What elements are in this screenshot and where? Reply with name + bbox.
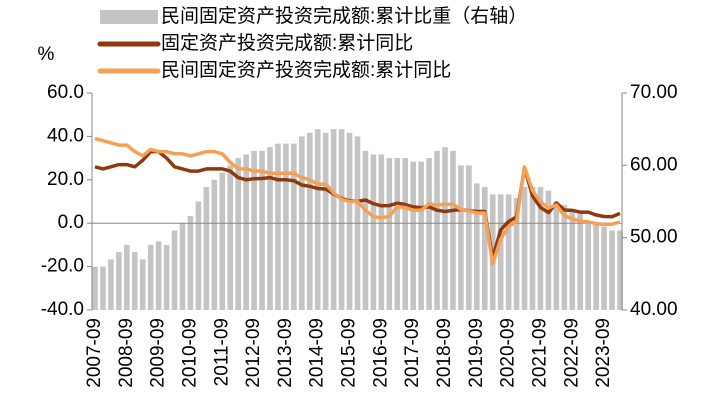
line (94, 136, 621, 266)
x-tick-label: 2013-09 (275, 318, 296, 388)
bar (92, 266, 98, 310)
x-tick-label: 2018-09 (434, 318, 455, 388)
x-tick-label: 2010-09 (179, 318, 200, 388)
bar (386, 158, 393, 310)
x-tick-label: 2007-09 (84, 318, 105, 388)
y-tick-label: 0.0 (58, 212, 84, 233)
bar (147, 244, 154, 310)
bar (474, 183, 480, 310)
bar (561, 205, 568, 310)
x-tick-label: 2023-09 (593, 318, 614, 388)
x-tick-label: 2022-09 (561, 318, 582, 388)
legend-label: 民间固定资产投资完成额:累计同比 (161, 59, 451, 81)
y-tick-label: 40.0 (47, 125, 84, 146)
legend-label: 民间固定资产投资完成额:累计比重（右轴） (161, 5, 527, 27)
bar (251, 150, 257, 310)
bar (362, 150, 369, 310)
bar (370, 154, 377, 310)
bar (410, 161, 416, 310)
bar (195, 201, 202, 310)
x-tick-label: 2009-09 (148, 318, 169, 388)
y-tick-label: 20.0 (47, 169, 84, 190)
bar (187, 215, 194, 310)
bar (314, 129, 321, 310)
bar (267, 147, 273, 310)
bar (553, 201, 560, 310)
y-tick-label: -40.0 (41, 299, 84, 320)
y-tick-label: 60.0 (47, 82, 84, 103)
bar (609, 230, 615, 310)
bar (163, 244, 170, 310)
bar (481, 187, 488, 310)
bar (537, 187, 544, 310)
bar (450, 150, 456, 310)
bar (275, 143, 281, 310)
bar (116, 252, 122, 310)
bar (505, 194, 512, 310)
x-tick-label: 2011-09 (211, 318, 232, 386)
y2-tick-label: 60.00 (630, 154, 678, 175)
bar (394, 158, 401, 310)
bar (569, 212, 576, 310)
bar (227, 165, 234, 310)
bar (155, 241, 162, 310)
bar (593, 223, 599, 310)
bar (219, 172, 226, 310)
bar (306, 132, 313, 310)
bar (203, 187, 210, 310)
bar (601, 226, 607, 310)
bar (346, 132, 353, 310)
x-tick-label: 2016-09 (370, 318, 391, 388)
bar (585, 223, 591, 310)
x-tick-label: 2008-09 (116, 318, 137, 388)
bar (513, 197, 520, 310)
x-tick-label: 2020-09 (498, 318, 519, 388)
x-tick-label: 2017-09 (402, 318, 423, 388)
y-tick-label: -20.0 (41, 256, 84, 277)
bar (211, 179, 218, 310)
bar (617, 230, 623, 310)
bar (283, 143, 289, 310)
bar (124, 244, 130, 310)
bar (426, 158, 432, 310)
bar (235, 158, 241, 310)
bar (545, 190, 552, 310)
bar (100, 266, 106, 310)
bar (330, 129, 337, 310)
y2-tick-label: 40.00 (630, 299, 678, 320)
bar (402, 158, 409, 310)
bar (243, 154, 249, 310)
bar (171, 230, 178, 310)
y2-tick-label: 70.00 (630, 82, 678, 103)
bar (466, 165, 472, 310)
bar (291, 143, 297, 310)
bar (434, 150, 440, 310)
bar (529, 187, 536, 310)
x-tick-label: 2019-09 (466, 318, 487, 388)
bar (378, 154, 385, 310)
bar (139, 259, 146, 310)
legend-label: 固定资产投资完成额:累计同比 (161, 32, 413, 54)
x-tick-label: 2014-09 (307, 318, 328, 388)
y2-tick-label: 50.00 (630, 227, 678, 248)
bar (259, 150, 265, 310)
bar (131, 252, 138, 310)
bar (179, 223, 186, 310)
bar (322, 132, 329, 310)
bar (521, 187, 528, 310)
bar (442, 147, 448, 310)
bar (577, 212, 584, 310)
bar (338, 129, 345, 310)
legend-swatch (100, 10, 158, 24)
bar (108, 259, 114, 310)
bar (418, 161, 424, 310)
x-tick-label: 2012-09 (243, 318, 264, 388)
bar (497, 194, 504, 310)
bar (458, 165, 464, 310)
x-tick-label: 2021-09 (529, 318, 550, 388)
x-tick-label: 2015-09 (339, 318, 360, 388)
y-axis-label: % (38, 44, 55, 65)
